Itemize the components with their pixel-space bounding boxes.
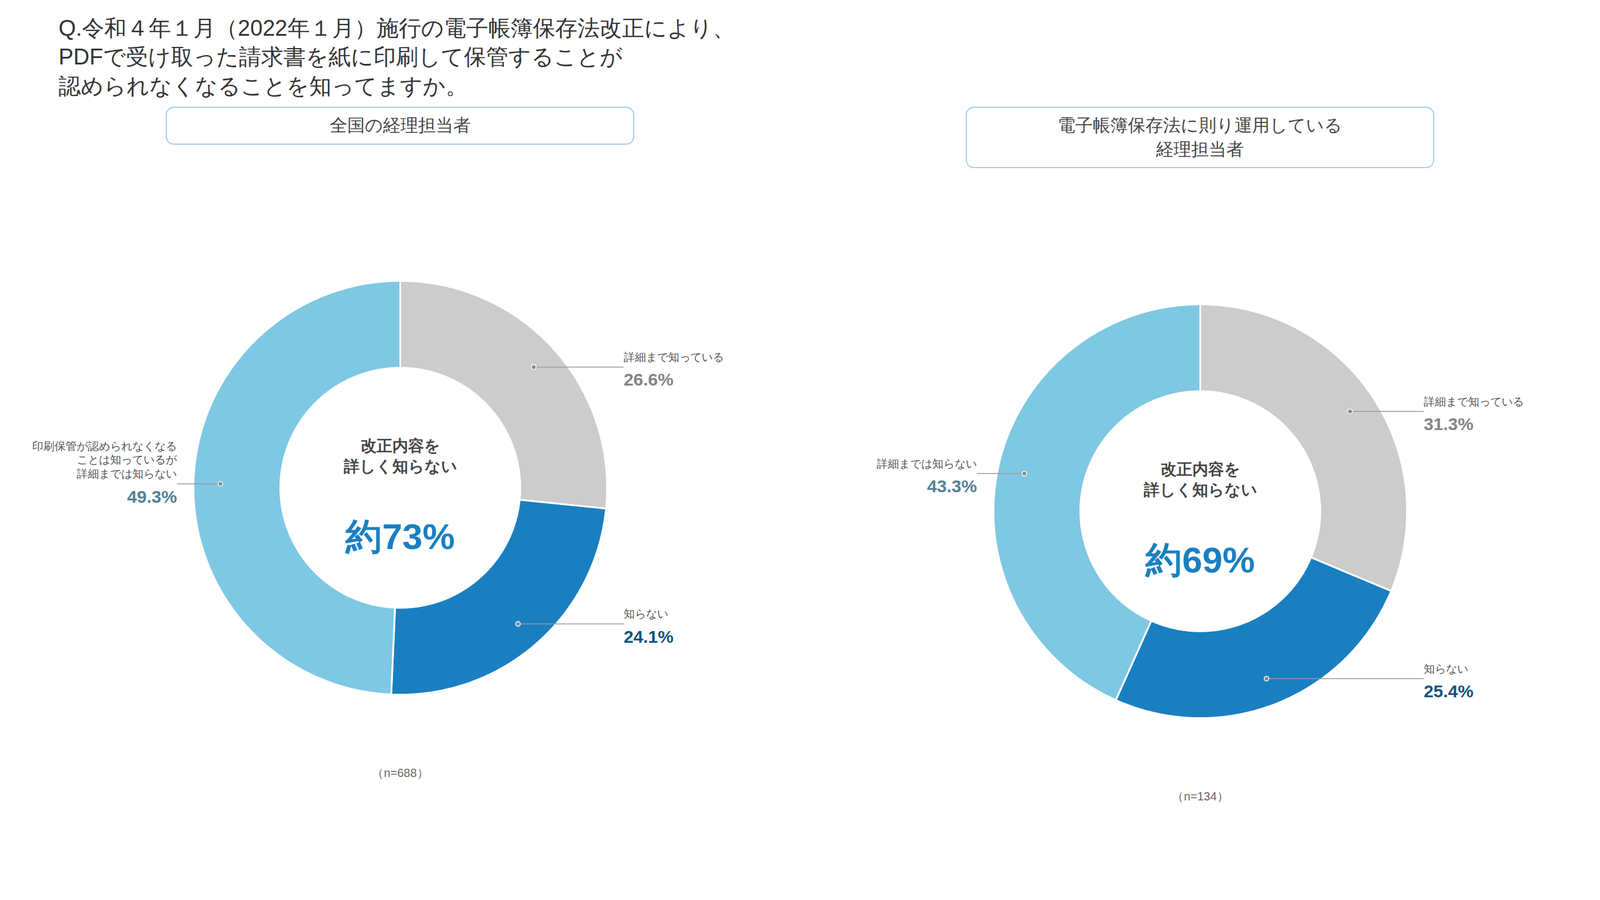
svg-text:詳細まで知っている: 詳細まで知っている [623, 350, 724, 364]
svg-text:24.1%: 24.1% [623, 626, 674, 646]
svg-text:（n=688）: （n=688） [371, 766, 429, 779]
svg-text:49.3%: 49.3% [127, 486, 177, 506]
html-text:全国の経理担当者: 全国の経理担当者 [329, 115, 471, 135]
html-text:Q.令和４年１月（2022年１月）施行の電子帳簿保存法改正に: Q.令和４年１月（2022年１月）施行の電子帳簿保存法改正により、 PDFで受け… [58, 15, 735, 99]
svg-text:改正内容を詳しく知らない: 改正内容を詳しく知らない [1143, 460, 1258, 499]
svg-text:知らない: 知らない [1423, 662, 1469, 675]
svg-text:（n=134）: （n=134） [1171, 789, 1229, 803]
svg-text:約69%: 約69% [1144, 539, 1255, 580]
svg-text:31.3%: 31.3% [1423, 414, 1474, 434]
svg-text:26.6%: 26.6% [623, 369, 674, 389]
svg-text:43.3%: 43.3% [927, 476, 977, 496]
svg-text:知らない: 知らない [623, 607, 669, 620]
svg-text:改正内容を詳しく知らない: 改正内容を詳しく知らない [343, 436, 458, 475]
svg-text:25.4%: 25.4% [1423, 681, 1474, 701]
svg-text:約73%: 約73% [344, 515, 455, 557]
html-text:電子帳簿保存法に則り運用している 経理担当者: 電子帳簿保存法に則り運用している 経理担当者 [1057, 115, 1343, 159]
svg-text:印刷保管が認められなくなることは知っているが詳細までは知らな: 印刷保管が認められなくなることは知っているが詳細までは知らない [32, 439, 178, 480]
svg-text:詳細まで知っている: 詳細まで知っている [1423, 395, 1524, 408]
svg-text:詳細までは知らない: 詳細までは知らない [876, 457, 977, 470]
